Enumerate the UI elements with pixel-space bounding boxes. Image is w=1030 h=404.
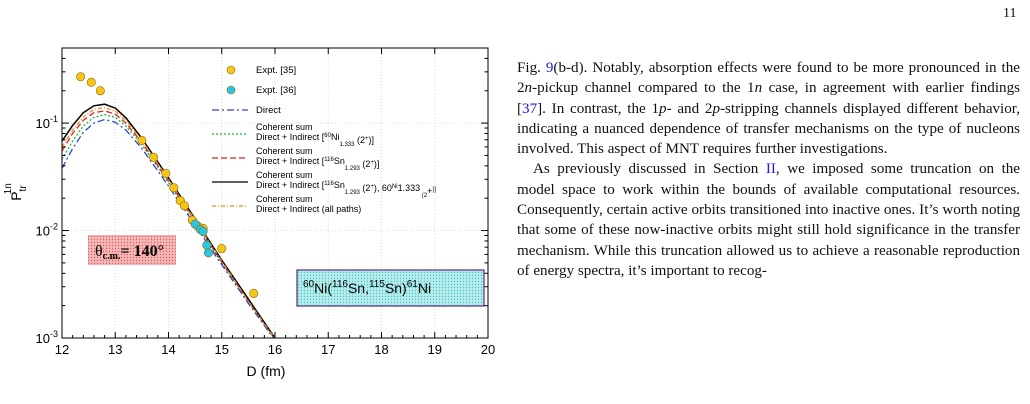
legend-label-line2: Direct + Indirect [116Sn1.293 (2+), 60Ni… [256, 180, 436, 199]
x-tick-label: 19 [428, 342, 442, 357]
legend-entry-0: Expt. [35] [226, 65, 296, 76]
transfer-probability-figure: 12 13 14 15 16 17 18 19 20 10-3 10-2 10-1 D (fm) Pt… [3, 47, 495, 379]
y-label-main: P [8, 191, 24, 200]
data-point [203, 248, 213, 258]
y-tick-label: 10-2 [36, 222, 58, 239]
data-point [249, 288, 259, 298]
legend-label: Expt. [35] [256, 65, 296, 76]
data-point [179, 201, 189, 211]
y-label-sup: 1n [3, 183, 14, 194]
x-axis-label: D (fm) [247, 363, 286, 379]
data-point [149, 152, 159, 162]
legend-label-line2: Direct + Indirect [116Sn1.293 (2+)] [256, 156, 379, 172]
theta-symbol: θ [95, 243, 103, 260]
x-tick-label: 12 [55, 342, 69, 357]
legend-label: Direct [256, 105, 281, 116]
page-number: 11 [1003, 6, 1017, 21]
x-tick-label: 13 [108, 342, 122, 357]
series-line-5 [62, 103, 277, 338]
axis-ticks: 12 13 14 15 16 17 18 19 20 10-3 10-2 10-1 [36, 47, 495, 357]
legend-label: Coherent sum [256, 194, 313, 204]
data-point [161, 168, 171, 178]
y-tick-label: 10-3 [36, 329, 58, 346]
y-axis-label: Ptr 1n [3, 183, 29, 201]
legend-label-line2: Direct + Indirect (all paths) [256, 204, 361, 214]
x-tick-label: 15 [215, 342, 229, 357]
svg-text:Ptr1n: Ptr 1n [3, 183, 29, 201]
series-line-4 [62, 110, 276, 338]
data-point [76, 72, 86, 82]
legend-label-line2: Direct + Indirect [60Ni1.333 (2+)] [256, 132, 374, 148]
legend-entry-2: Direct [212, 105, 281, 116]
legend-entry-1: Expt. [36] [226, 85, 296, 96]
x-tick-label: 14 [161, 342, 175, 357]
series-line-6 [62, 107, 276, 338]
legend-label: Coherent sum [256, 170, 313, 180]
legend-marker [226, 85, 236, 95]
svg-text:θc.m.= 140°: θc.m.= 140° [95, 243, 164, 262]
legend-label: Coherent sum [256, 146, 313, 156]
text-column: Fig. 9(b-d). Notably, absorption effects… [517, 58, 1020, 281]
x-tick-label: 17 [321, 342, 335, 357]
x-tick-label: 20 [481, 342, 495, 357]
model-curves [62, 103, 277, 338]
data-point [137, 135, 147, 145]
x-tick-label: 16 [268, 342, 282, 357]
data-point [169, 183, 179, 193]
paragraph-1: Fig. 9(b-d). Notably, absorption effects… [517, 60, 1020, 158]
theta-label-box: θc.m.= 140° [88, 235, 176, 265]
x-tick-label: 18 [374, 342, 388, 357]
legend-marker [226, 65, 236, 75]
y-tick-label: 10-1 [36, 114, 58, 131]
series-line-3 [62, 113, 275, 338]
data-point [198, 226, 208, 236]
data-point [95, 86, 105, 96]
reaction-text: 60Ni(116Sn,115Sn)61Ni [303, 279, 431, 296]
series-line-2 [62, 118, 275, 338]
legend-label: Expt. [36] [256, 85, 296, 96]
theta-sub: c.m. [103, 251, 121, 262]
data-point [86, 77, 96, 87]
legend-label: Coherent sum [256, 122, 313, 132]
theta-value: = 140° [120, 243, 164, 260]
data-point [202, 240, 212, 250]
data-point [217, 244, 227, 254]
experimental-points [76, 72, 259, 298]
data-point [190, 219, 200, 229]
y-label-sub: tr [18, 185, 29, 192]
paragraph-2: As previously discussed in Section II, w… [517, 161, 1021, 279]
reaction-label-box: 60Ni(116Sn,115Sn)61Ni [296, 269, 485, 307]
